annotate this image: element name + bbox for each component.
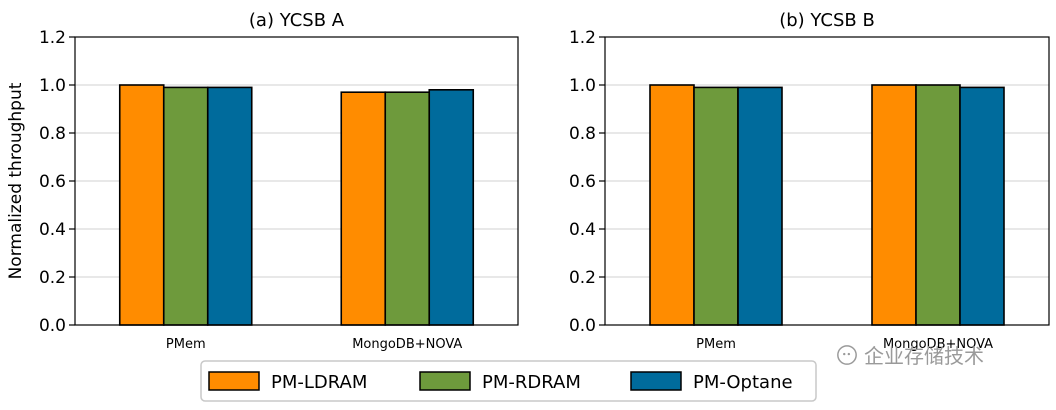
plot-frame-a — [74, 36, 519, 326]
chart-panel-b: PMem MongoDB+NOVA 0.0 0.2 0.4 0.6 0.8 1.0 1.2 (b)… — [569, 10, 1050, 352]
y-axis-label-a: Normalized throughput — [6, 82, 26, 279]
bar-b-0-2 — [737, 86, 783, 326]
bar-b-1-0 — [871, 84, 917, 326]
y-tick-label-a-6: 1.2 — [39, 28, 66, 48]
wechat-icon — [837, 344, 857, 365]
y-tick-label-b-6: 1.2 — [569, 28, 596, 48]
y-tick-label-a-5: 1.0 — [39, 76, 66, 96]
x-tick-label-a-1: MongoDB+NOVA — [352, 337, 462, 352]
legend-swatch-2 — [630, 371, 682, 391]
x-tick-label-b-0: PMem — [696, 337, 736, 352]
bar-a-1-1 — [384, 91, 431, 326]
y-tick-label-a-1: 0.2 — [39, 268, 66, 288]
y-tick-label-b-0: 0.0 — [569, 316, 596, 336]
bar-b-0-1 — [693, 86, 739, 326]
y-tick-label-a-3: 0.6 — [39, 172, 66, 192]
y-tick-label-a-2: 0.4 — [39, 220, 66, 240]
chart-title-a: (a) YCSB A — [249, 10, 345, 31]
bar-b-0-0 — [649, 84, 695, 326]
x-tick-label-b-1: MongoDB+NOVA — [883, 337, 993, 352]
y-tick-label-b-5: 1.0 — [569, 76, 596, 96]
bar-a-1-0 — [340, 91, 387, 326]
chart-panel-a: PMem MongoDB+NOVA 0.0 0.2 0.4 0.6 0.8 1.0 1.2 (a)… — [6, 10, 519, 352]
y-tick-label-b-1: 0.2 — [569, 268, 596, 288]
legend-swatch-1 — [419, 371, 471, 391]
y-tick-label-a-0: 0.0 — [39, 316, 66, 336]
bar-b-1-1 — [915, 84, 961, 326]
watermark: 企业存储技术 — [836, 340, 984, 369]
watermark-text: 企业存储技术 — [864, 344, 984, 368]
y-tick-label-b-2: 0.4 — [569, 220, 596, 240]
bar-a-0-1 — [162, 86, 209, 326]
legend: PM-LDRAM PM-RDRAM PM-Optane — [200, 360, 817, 402]
bar-a-0-0 — [118, 84, 165, 326]
plot-frame-b — [604, 36, 1050, 326]
legend-label-1: PM-RDRAM — [482, 372, 581, 393]
y-tick-label-a-4: 0.8 — [39, 124, 66, 144]
bar-a-0-2 — [206, 86, 253, 326]
y-tick-label-b-4: 0.8 — [569, 124, 596, 144]
legend-swatch-0 — [208, 371, 260, 391]
legend-frame — [200, 360, 817, 402]
bar-b-1-2 — [959, 86, 1005, 326]
legend-label-0: PM-LDRAM — [271, 372, 367, 393]
y-tick-label-b-3: 0.6 — [569, 172, 596, 192]
chart-title-b: (b) YCSB B — [779, 10, 875, 31]
x-tick-label-a-0: PMem — [166, 337, 206, 352]
legend-label-2: PM-Optane — [693, 372, 793, 393]
bar-a-1-2 — [428, 89, 475, 326]
